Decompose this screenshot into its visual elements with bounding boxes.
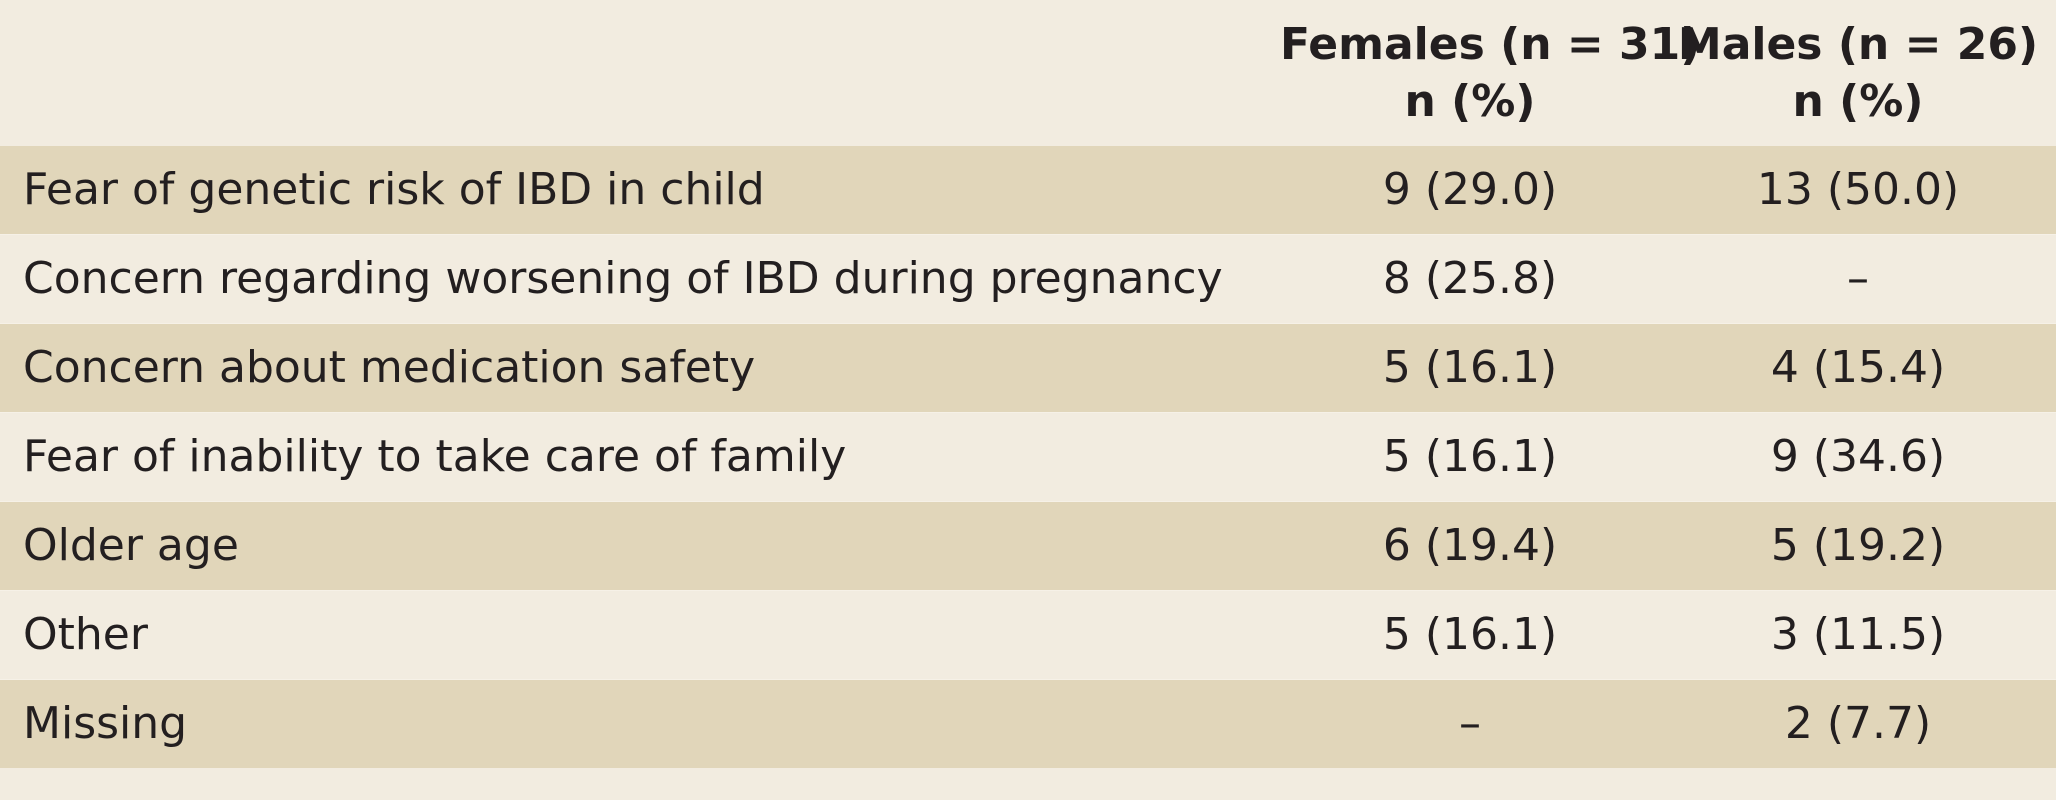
table-body: Fear of genetic risk of IBD in child 9 (… xyxy=(0,146,2056,768)
row-label: Other xyxy=(0,590,1240,680)
row-label: Missing xyxy=(0,679,1240,768)
males-value: – xyxy=(1660,234,2056,324)
row-label: Concern regarding worsening of IBD durin… xyxy=(0,234,1240,324)
table-row: Other 5 (16.1) 3 (11.5) xyxy=(0,590,2056,680)
table-row: Concern about medication safety 5 (16.1)… xyxy=(0,323,2056,413)
table-row: Concern regarding worsening of IBD durin… xyxy=(0,234,2056,324)
females-value: 5 (16.1) xyxy=(1240,323,1660,413)
row-label: Fear of inability to take care of family xyxy=(0,412,1240,502)
header-row: Females (n = 31) n (%) Males (n = 26) n … xyxy=(0,0,2056,146)
header-females: Females (n = 31) n (%) xyxy=(1240,0,1701,146)
header-females-title: Females (n = 31) xyxy=(1280,19,1701,70)
females-value: 9 (29.0) xyxy=(1240,146,1660,235)
males-value: 4 (15.4) xyxy=(1660,323,2056,413)
males-value: 2 (7.7) xyxy=(1660,679,2056,768)
males-value: 13 (50.0) xyxy=(1660,146,2056,235)
header-males-title: Males (n = 26) xyxy=(1677,19,2039,70)
males-value: 5 (19.2) xyxy=(1660,501,2056,591)
row-label: Fear of genetic risk of IBD in child xyxy=(0,146,1240,235)
males-value: 3 (11.5) xyxy=(1660,590,2056,680)
data-table: Females (n = 31) n (%) Males (n = 26) n … xyxy=(0,0,2056,768)
females-value: 8 (25.8) xyxy=(1240,234,1660,324)
females-value: – xyxy=(1240,679,1660,768)
table-header: Females (n = 31) n (%) Males (n = 26) n … xyxy=(0,0,2056,146)
header-males-unit: n (%) xyxy=(1792,76,1924,127)
males-value: 9 (34.6) xyxy=(1660,412,2056,502)
females-value: 5 (16.1) xyxy=(1240,590,1660,680)
table-row: Missing – 2 (7.7) xyxy=(0,679,2056,768)
table-row: Fear of genetic risk of IBD in child 9 (… xyxy=(0,146,2056,235)
header-label-cell xyxy=(0,0,1240,146)
row-label: Concern about medication safety xyxy=(0,323,1240,413)
row-label: Older age xyxy=(0,501,1240,591)
females-value: 6 (19.4) xyxy=(1240,501,1660,591)
header-females-unit: n (%) xyxy=(1404,76,1536,127)
females-value: 5 (16.1) xyxy=(1240,412,1660,502)
table-row: Older age 6 (19.4) 5 (19.2) xyxy=(0,501,2056,591)
table-row: Fear of inability to take care of family… xyxy=(0,412,2056,502)
header-males: Males (n = 26) n (%) xyxy=(1660,0,2056,146)
